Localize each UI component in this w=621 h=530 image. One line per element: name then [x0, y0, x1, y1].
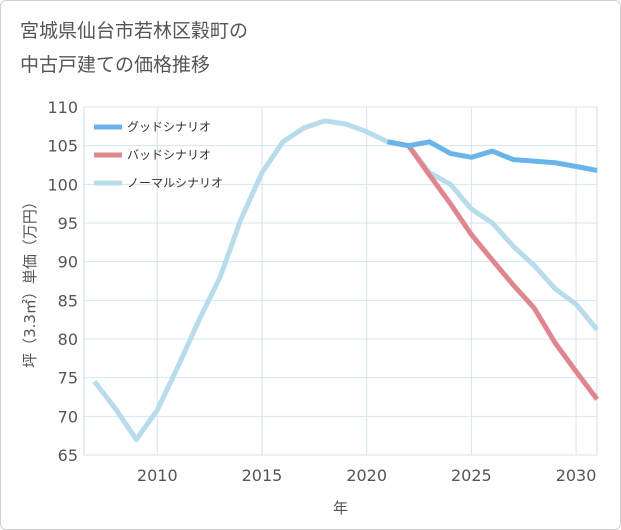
chart-title: 宮城県仙台市若林区穀町の 中古戸建ての価格推移 [20, 14, 248, 82]
series-line-0 [387, 139, 598, 173]
x-tick-label: 2025 [451, 466, 492, 485]
x-tick-label: 2015 [242, 466, 283, 485]
series-line-2 [92, 118, 599, 442]
x-axis-label: 年 [333, 499, 348, 517]
y-tick-label: 85 [58, 291, 78, 310]
y-tick-label: 110 [47, 98, 78, 117]
y-tick-label: 100 [47, 175, 78, 194]
series-line-1 [387, 139, 599, 401]
y-tick-label: 75 [58, 369, 78, 388]
legend-label: ノーマルシナリオ [127, 176, 223, 190]
y-tick-label: 105 [47, 137, 78, 156]
series-lines [92, 118, 599, 442]
title-line-1: 宮城県仙台市若林区穀町の [20, 20, 249, 42]
y-axis-ticks: 65 70 75 80 85 90 95 100 105 110 [47, 98, 78, 465]
y-tick-label: 90 [58, 253, 78, 272]
x-axis-ticks: 2010 2015 2020 2025 2030 [137, 466, 596, 485]
legend-label: グッドシナリオ [127, 120, 211, 134]
y-tick-label: 65 [58, 446, 78, 465]
legend-label: バッドシナリオ [127, 148, 211, 162]
x-tick-label: 2010 [137, 466, 178, 485]
y-axis-label: 坪（3.3㎡）単価（万円） [21, 194, 39, 368]
title-line-2: 中古戸建ての価格推移 [20, 54, 211, 76]
grid-lines [83, 106, 598, 456]
y-tick-label: 95 [58, 214, 78, 233]
x-tick-label: 2030 [556, 466, 597, 485]
x-tick-label: 2020 [346, 466, 387, 485]
y-tick-label: 70 [58, 407, 78, 426]
y-tick-label: 80 [58, 330, 78, 349]
